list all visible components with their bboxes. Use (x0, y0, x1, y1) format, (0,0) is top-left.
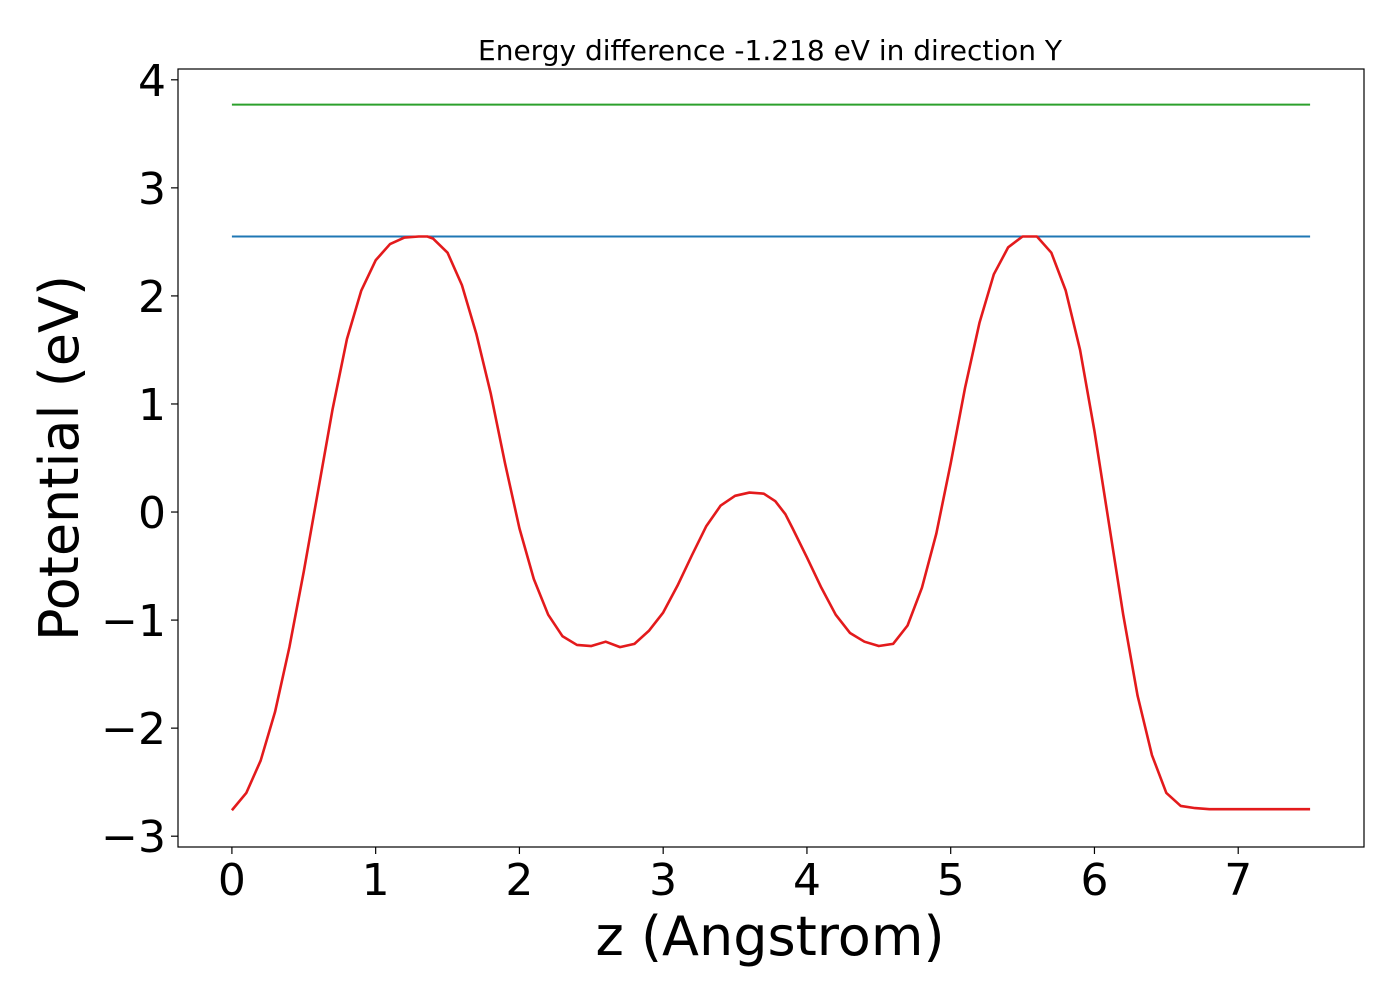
y-tick-label: −1 (101, 596, 166, 647)
x-tick-label: 1 (362, 855, 390, 906)
x-tick-label: 6 (1080, 855, 1108, 906)
y-tick-label: 4 (138, 56, 166, 107)
x-tick-label: 2 (505, 855, 533, 906)
y-tick-label: 3 (138, 164, 166, 215)
y-tick-label: 2 (138, 272, 166, 323)
x-tick-label: 4 (793, 855, 821, 906)
x-axis-label: z (Angstrom) (595, 905, 944, 968)
plot-frame (177, 68, 1365, 848)
y-axis: −3 −2 −1 0 1 2 3 4 (101, 56, 178, 863)
x-tick-label: 3 (649, 855, 677, 906)
series-layer (230, 103, 1311, 812)
y-axis-label: Potential (eV) (28, 275, 91, 641)
y-tick-label: −2 (101, 704, 166, 755)
x-tick-label: 7 (1224, 855, 1252, 906)
y-tick-label: −3 (101, 812, 166, 863)
potential-curve (230, 235, 1311, 812)
x-axis: 0 1 2 3 4 5 6 7 (218, 847, 1252, 906)
y-tick-label: 1 (138, 380, 166, 431)
x-tick-label: 5 (937, 855, 965, 906)
chart-title: Energy difference -1.218 eV in direction… (478, 34, 1063, 67)
y-tick-label: 0 (138, 488, 166, 539)
x-tick-label: 0 (218, 855, 246, 906)
